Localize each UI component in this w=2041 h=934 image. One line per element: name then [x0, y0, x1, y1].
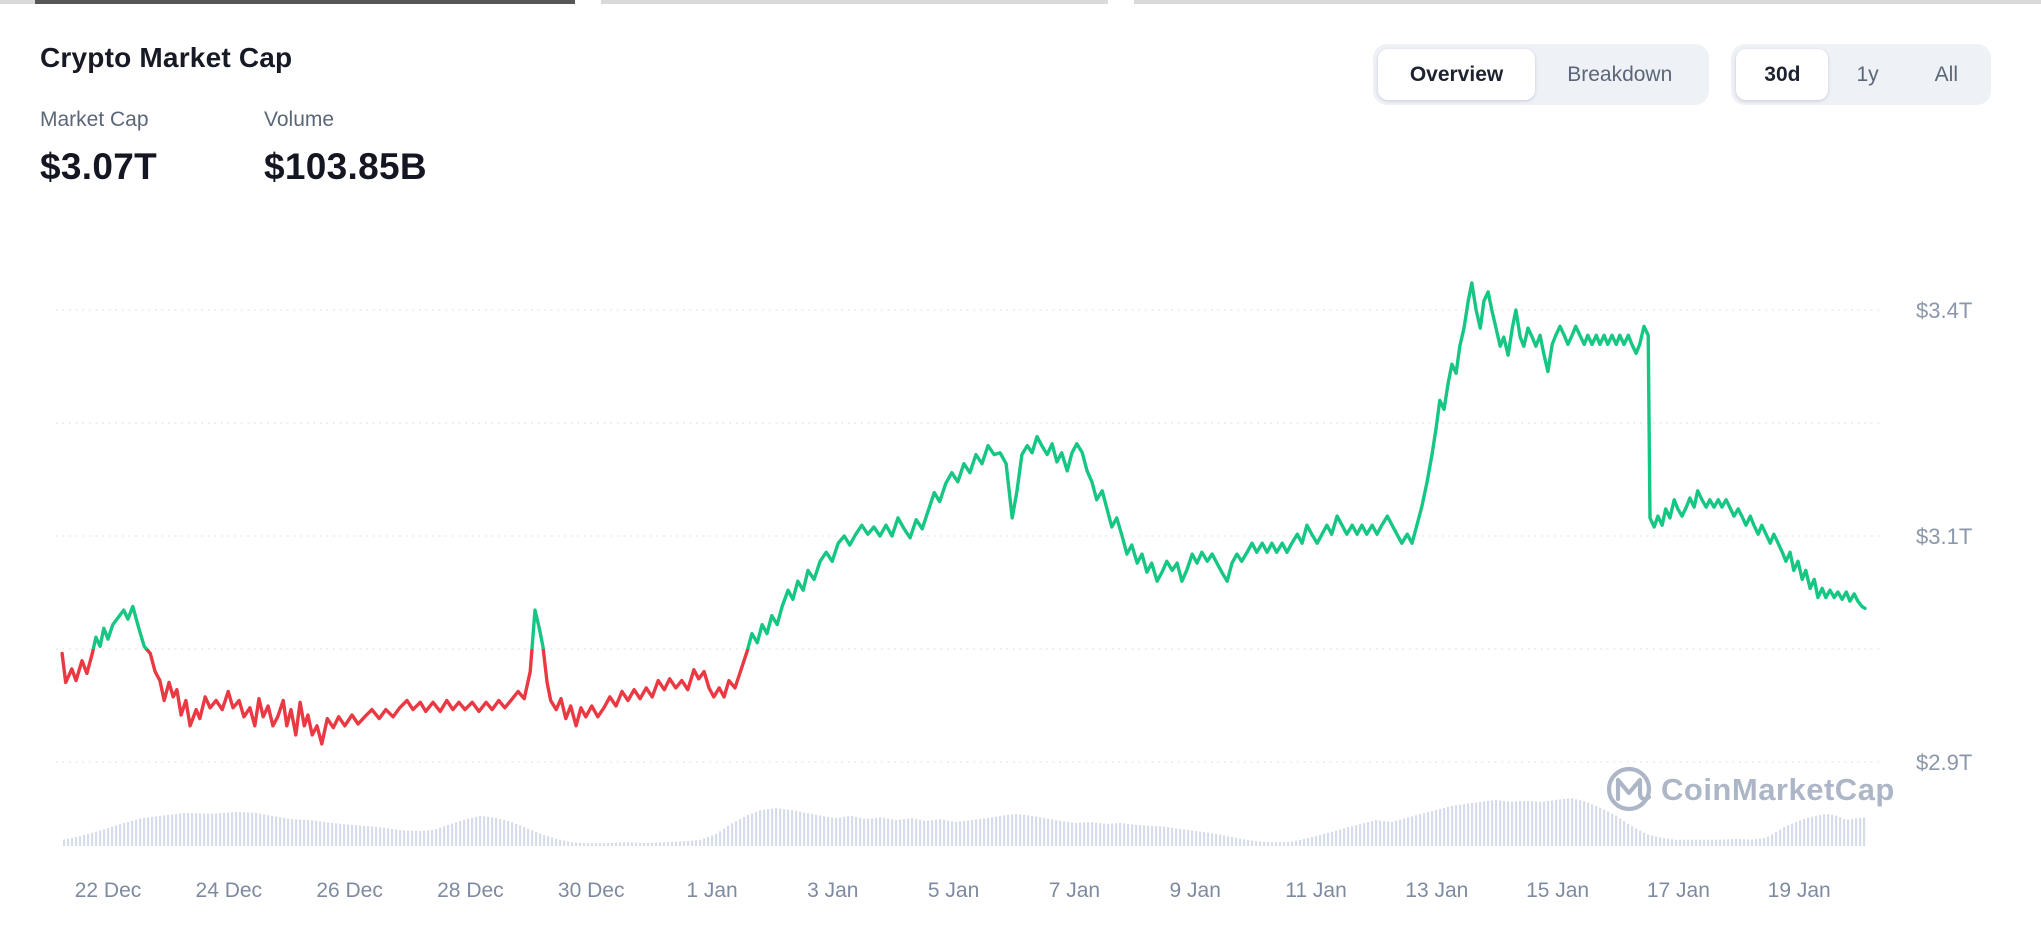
svg-text:30 Dec: 30 Dec	[558, 879, 625, 902]
view-toggle-group: Overview Breakdown	[1372, 44, 1710, 105]
price-line-up-segment	[91, 281, 1867, 649]
watermark-text: CoinMarketCap	[1661, 772, 1895, 807]
stat-volume-label: Volume	[264, 108, 335, 131]
price-line-down-segment	[60, 649, 750, 746]
range-all[interactable]: All	[1907, 49, 1986, 100]
svg-text:$3.1T: $3.1T	[1916, 524, 1972, 549]
svg-text:28 Dec: 28 Dec	[437, 879, 504, 902]
range-30d[interactable]: 30d	[1736, 49, 1829, 100]
tab-breakdown[interactable]: Breakdown	[1535, 49, 1704, 100]
svg-text:11 Jan: 11 Jan	[1285, 879, 1347, 902]
window-top-edge-notch	[1108, 0, 1134, 4]
window-top-edge-notch	[575, 0, 601, 4]
svg-text:1 Jan: 1 Jan	[686, 879, 737, 902]
svg-text:15 Jan: 15 Jan	[1526, 879, 1589, 902]
range-toggle-group: 30d 1y All	[1731, 44, 1991, 105]
coinmarketcap-logo-icon	[1606, 766, 1652, 812]
tab-overview[interactable]: Overview	[1377, 49, 1536, 100]
gridlines	[56, 309, 1880, 763]
chart-controls: Overview Breakdown 30d 1y All	[1372, 44, 1991, 105]
x-axis-labels: 22 Dec 24 Dec 26 Dec 28 Dec 30 Dec 1 Jan 3 Jan…	[75, 879, 1831, 902]
coinmarketcap-watermark: CoinMarketCap	[1606, 766, 1895, 812]
svg-text:13 Jan: 13 Jan	[1405, 879, 1468, 902]
volume-bars	[63, 798, 1866, 846]
svg-text:19 Jan: 19 Jan	[1768, 879, 1831, 902]
svg-text:$3.4T: $3.4T	[1916, 298, 1972, 323]
svg-text:3 Jan: 3 Jan	[807, 879, 858, 902]
stat-volume-value: $103.85B	[264, 146, 427, 187]
svg-text:$2.9T: $2.9T	[1916, 750, 1972, 775]
svg-text:26 Dec: 26 Dec	[316, 879, 383, 902]
page-title: Crypto Market Cap	[40, 42, 293, 73]
price-line	[60, 281, 1867, 746]
window-top-edge-dark-segment	[35, 0, 575, 4]
y-axis-labels: $3.4T $3.1T $2.9T	[1916, 298, 1972, 775]
window-top-edge	[0, 0, 2041, 4]
svg-text:22 Dec: 22 Dec	[75, 879, 142, 902]
stat-market-cap-value: $3.07T	[40, 146, 157, 187]
stat-market-cap-label: Market Cap	[40, 108, 149, 131]
svg-text:24 Dec: 24 Dec	[196, 879, 263, 902]
svg-text:9 Jan: 9 Jan	[1170, 879, 1221, 902]
coinmarketcap-logo-m	[1615, 777, 1652, 802]
stat-market-cap: Market Cap $3.07T	[40, 108, 157, 188]
svg-text:7 Jan: 7 Jan	[1049, 879, 1100, 902]
svg-text:17 Jan: 17 Jan	[1647, 879, 1710, 902]
svg-text:5 Jan: 5 Jan	[928, 879, 979, 902]
range-1y[interactable]: 1y	[1828, 49, 1906, 100]
stat-volume: Volume $103.85B	[264, 108, 427, 188]
